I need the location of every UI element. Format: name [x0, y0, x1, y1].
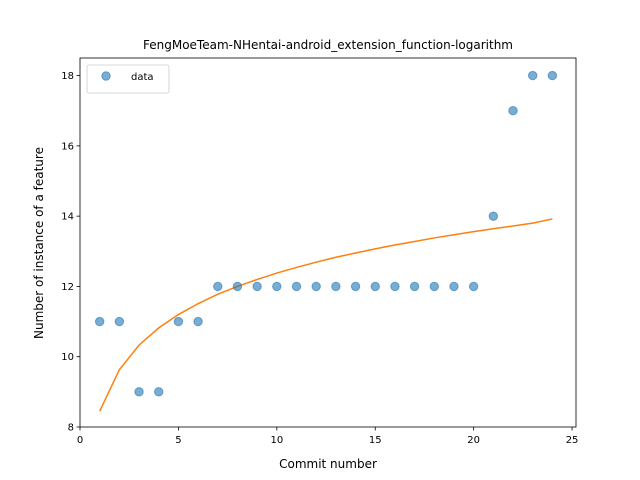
- data-point: [409, 281, 420, 292]
- data-point: [213, 281, 223, 292]
- data-point: [114, 316, 125, 327]
- data-point: [390, 281, 400, 292]
- data-point: [272, 281, 282, 292]
- y-tick-label: 8: [68, 423, 74, 434]
- data-point: [449, 281, 459, 292]
- x-tick-label: 25: [566, 435, 579, 446]
- data-point: [232, 281, 243, 292]
- data-point: [311, 281, 321, 292]
- x-axis-label: Commit number: [279, 457, 377, 471]
- data-point: [350, 281, 361, 292]
- legend-label: data: [131, 72, 154, 83]
- legend-box: [86, 64, 170, 94]
- data-point: [508, 106, 518, 116]
- legend: data: [86, 64, 170, 94]
- data-point: [291, 281, 302, 292]
- x-tick-label: 15: [369, 435, 382, 446]
- y-tick-label: 12: [61, 282, 74, 293]
- data-point: [488, 211, 499, 221]
- data-point: [331, 281, 341, 292]
- data-point: [370, 281, 380, 292]
- data-point: [252, 281, 262, 292]
- axes-frame: [79, 57, 577, 428]
- axes: 0 5 10 15 20 25 8 10 12 14 16 18: [61, 57, 579, 446]
- legend-marker: [101, 71, 111, 81]
- y-tick-label: 10: [61, 352, 74, 363]
- chart-title: FengMoeTeam-NHentai-android_extension_fu…: [143, 38, 513, 52]
- data-point: [547, 70, 558, 81]
- x-tick-label: 5: [175, 435, 181, 446]
- y-tick-label: 18: [61, 71, 74, 82]
- data-point: [134, 387, 144, 397]
- data-point: [468, 281, 479, 292]
- data-point: [94, 316, 105, 327]
- data-point: [193, 316, 203, 327]
- x-tick-label: 10: [270, 435, 283, 446]
- y-tick-label: 16: [61, 141, 74, 152]
- y-tick-label: 14: [61, 212, 74, 223]
- data-point: [429, 281, 439, 292]
- plot-area: [94, 70, 558, 412]
- x-tick-label: 20: [467, 435, 480, 446]
- data-point: [173, 316, 184, 327]
- data-point: [154, 387, 164, 397]
- data-point: [527, 70, 538, 81]
- fit-line: [99, 218, 553, 412]
- x-tick-label: 0: [77, 435, 83, 446]
- y-axis-label: Number of instance of a feature: [32, 147, 46, 339]
